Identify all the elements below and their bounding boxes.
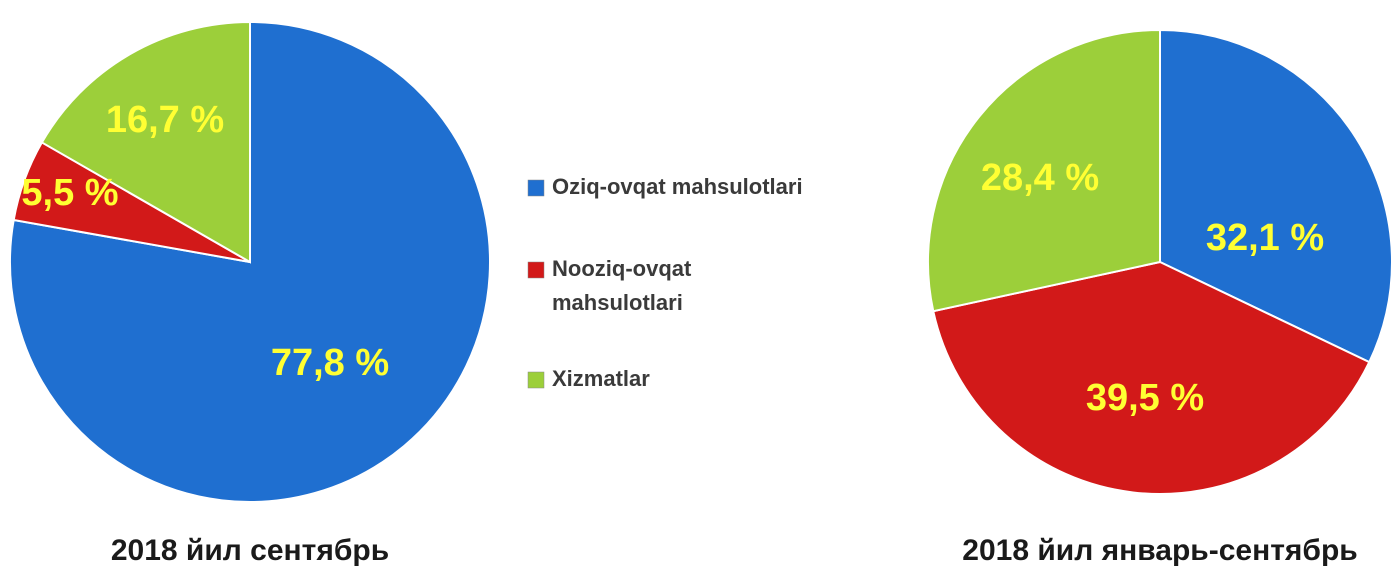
value-label: 39,5 %: [1086, 377, 1204, 419]
legend-label: Xizmatlar: [552, 366, 650, 391]
chart-title: 2018 йил январь-сентябрь: [962, 534, 1357, 567]
value-label: 32,1 %: [1206, 217, 1324, 259]
chart-title: 2018 йил сентябрь: [111, 534, 389, 567]
value-label: 77,8 %: [271, 342, 389, 384]
pie-slice: [40, 20, 251, 264]
value-label: 28,4 %: [981, 157, 1099, 199]
legend-label: Oziq-ovqat mahsulotlari: [552, 174, 803, 199]
legend-label: Nooziq-ovqat mahsulotlari: [552, 256, 692, 315]
legend-swatch: [527, 261, 545, 279]
value-label: 5,5 %: [21, 172, 118, 214]
legend-swatch: [527, 371, 545, 389]
value-label: 16,7 %: [106, 99, 224, 141]
legend-swatch: [527, 179, 545, 197]
pie-slice: [927, 28, 1161, 313]
pie-slice: [932, 260, 1371, 495]
pie-slice: [1159, 28, 1392, 364]
